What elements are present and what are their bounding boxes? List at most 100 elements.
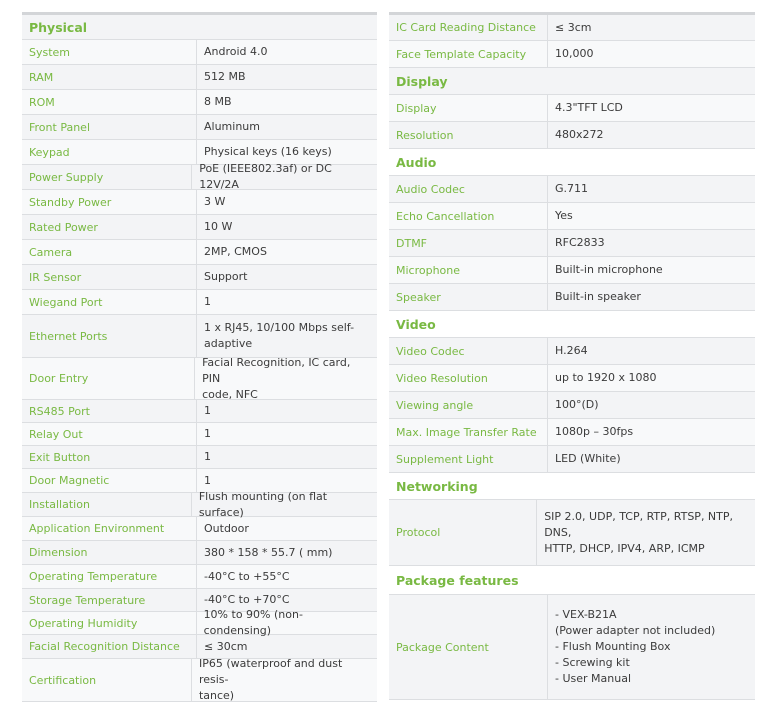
- spec-label: Face Template Capacity: [389, 41, 548, 67]
- spec-value: 1 x RJ45, 10/100 Mbps self- adaptive: [204, 321, 355, 350]
- spec-row: Package Content - VEX-B21A (Power adapter…: [389, 595, 755, 700]
- spec-label: Video Codec: [389, 338, 548, 364]
- spec-label: ROM: [22, 90, 197, 114]
- spec-row: RS485 Port 1: [22, 400, 377, 423]
- spec-row: Wiegand Port 1: [22, 290, 377, 315]
- spec-label: IR Sensor: [22, 265, 197, 289]
- spec-label: Power Supply: [22, 165, 193, 189]
- spec-value: 1: [204, 473, 211, 487]
- spec-label: RS485 Port: [22, 400, 197, 422]
- spec-label: Door Entry: [22, 358, 196, 399]
- spec-row: Exit Button 1: [22, 446, 377, 469]
- spec-table-right: IC Card Reading Distance ≤ 3cm Face Templa…: [389, 12, 755, 700]
- spec-row: Door Entry Facial Recognition, IC card, P…: [22, 355, 377, 401]
- spec-label: Operating Humidity: [22, 612, 197, 634]
- spec-row: Certification IP65 (waterproof and dust r…: [22, 657, 377, 702]
- spec-value: 380 * 158 * 55.7 ( mm): [204, 545, 333, 559]
- spec-value: ≤ 30cm: [204, 639, 248, 653]
- spec-label: Video Resolution: [389, 365, 548, 391]
- spec-row: System Android 4.0: [22, 40, 377, 65]
- spec-row: IC Card Reading Distance ≤ 3cm: [389, 15, 755, 41]
- spec-row: Operating Temperature -40°C to +55°C: [22, 565, 377, 589]
- spec-row: Ethernet Ports 1 x RJ45, 10/100 Mbps self…: [22, 315, 377, 358]
- spec-row: Face Template Capacity 10,000: [389, 41, 755, 68]
- spec-value: ≤ 3cm: [555, 20, 592, 34]
- spec-value: 1: [204, 404, 211, 417]
- spec-row: Facial Recognition Distance ≤ 30cm: [22, 635, 377, 659]
- spec-row: Storage Temperature -40°C to +70°C: [22, 589, 377, 612]
- spec-row: IR Sensor Support: [22, 265, 377, 290]
- spec-label: Resolution: [389, 122, 548, 148]
- spec-table-left: Physical System Android 4.0 RAM 512 MB ROM 8 M…: [22, 12, 377, 702]
- spec-label: Operating Temperature: [22, 565, 197, 588]
- spec-label: Camera: [22, 240, 197, 264]
- spec-label: Max. Image Transfer Rate: [389, 419, 548, 445]
- spec-value: 10% to 90% (non-condensing): [203, 608, 303, 637]
- spec-label: Facial Recognition Distance: [22, 635, 197, 658]
- spec-row: Camera 2MP, CMOS: [22, 240, 377, 265]
- spec-row: Door Magnetic 1: [22, 469, 377, 493]
- spec-value: 4.3"TFT LCD: [555, 101, 623, 114]
- spec-value: H.264: [555, 344, 588, 357]
- spec-value: 3 W: [204, 195, 226, 208]
- spec-row: Application Environment Outdoor: [22, 517, 377, 541]
- spec-row: Dimension 380 * 158 * 55.7 ( mm): [22, 541, 377, 565]
- section-header: Audio: [389, 149, 755, 176]
- spec-row: Viewing angle 100°(D): [389, 392, 755, 419]
- spec-value: SIP 2.0, UDP, TCP, RTP, RTSP, NTP, DNS, …: [544, 509, 734, 555]
- spec-label: Certification: [22, 659, 192, 701]
- spec-label: Microphone: [389, 257, 548, 283]
- spec-value: RFC2833: [555, 236, 605, 249]
- spec-value: IP65 (waterproof and dust resis- tance): [198, 657, 343, 702]
- spec-label: DTMF: [389, 230, 548, 256]
- spec-value: PoE (IEEE802.3af) or DC 12V/2A: [199, 162, 332, 191]
- spec-value: 1: [204, 427, 211, 440]
- spec-label: Audio Codec: [389, 176, 548, 202]
- spec-row: Speaker Built-in speaker: [389, 284, 755, 311]
- spec-row: Display 4.3"TFT LCD: [389, 95, 755, 122]
- spec-value: Built-in speaker: [555, 290, 641, 303]
- spec-value: 2MP, CMOS: [204, 245, 267, 258]
- spec-label: Rated Power: [22, 215, 197, 239]
- spec-label: Standby Power: [22, 190, 197, 214]
- spec-label: Protocol: [389, 500, 538, 565]
- section-header: Video: [389, 311, 755, 338]
- spec-label: Exit Button: [22, 446, 197, 468]
- spec-label: Display: [389, 95, 548, 121]
- spec-row: Microphone Built-in microphone: [389, 257, 755, 284]
- spec-row: Echo Cancellation Yes: [389, 203, 755, 230]
- spec-value: 100°(D): [555, 398, 599, 411]
- spec-label: Dimension: [22, 541, 197, 564]
- spec-label: Relay Out: [22, 423, 197, 445]
- spec-row: Standby Power 3 W: [22, 190, 377, 215]
- spec-label: Ethernet Ports: [22, 315, 197, 357]
- spec-row: Installation Flush mounting (on flat surf…: [22, 490, 377, 519]
- spec-value: Yes: [555, 209, 573, 222]
- spec-label: Echo Cancellation: [389, 203, 548, 229]
- spec-value: 8 MB: [204, 95, 232, 108]
- spec-row: Power Supply PoE (IEEE802.3af) or DC 12V/…: [22, 162, 377, 191]
- spec-value: Built-in microphone: [555, 263, 663, 276]
- spec-row: Protocol SIP 2.0, UDP, TCP, RTP, RTSP, NT…: [389, 500, 755, 566]
- spec-label: Speaker: [389, 284, 548, 310]
- spec-value: - VEX-B21A (Power adapter not included) …: [555, 608, 716, 685]
- spec-value: 1080p – 30fps: [555, 425, 634, 438]
- spec-value: 10,000: [555, 47, 594, 60]
- spec-label: Door Magnetic: [22, 469, 197, 492]
- section-header: Physical: [22, 15, 377, 40]
- spec-value: Facial Recognition, IC card, PIN code, N…: [202, 355, 351, 401]
- spec-value: Aluminum: [204, 120, 260, 133]
- spec-value: -40°C to +55°C: [204, 569, 290, 583]
- spec-label: Supplement Light: [389, 446, 548, 472]
- section-header: Display: [389, 68, 755, 95]
- spec-row: Audio Codec G.711: [389, 176, 755, 203]
- spec-label: Wiegand Port: [22, 290, 197, 314]
- spec-row: DTMF RFC2833: [389, 230, 755, 257]
- spec-value: Support: [204, 270, 248, 283]
- spec-row: Supplement Light LED (White): [389, 446, 755, 473]
- spec-label: RAM: [22, 65, 197, 89]
- spec-row: Video Codec H.264: [389, 338, 755, 365]
- spec-label: Storage Temperature: [22, 589, 197, 611]
- spec-label: Front Panel: [22, 115, 197, 139]
- spec-row: ROM 8 MB: [22, 90, 377, 115]
